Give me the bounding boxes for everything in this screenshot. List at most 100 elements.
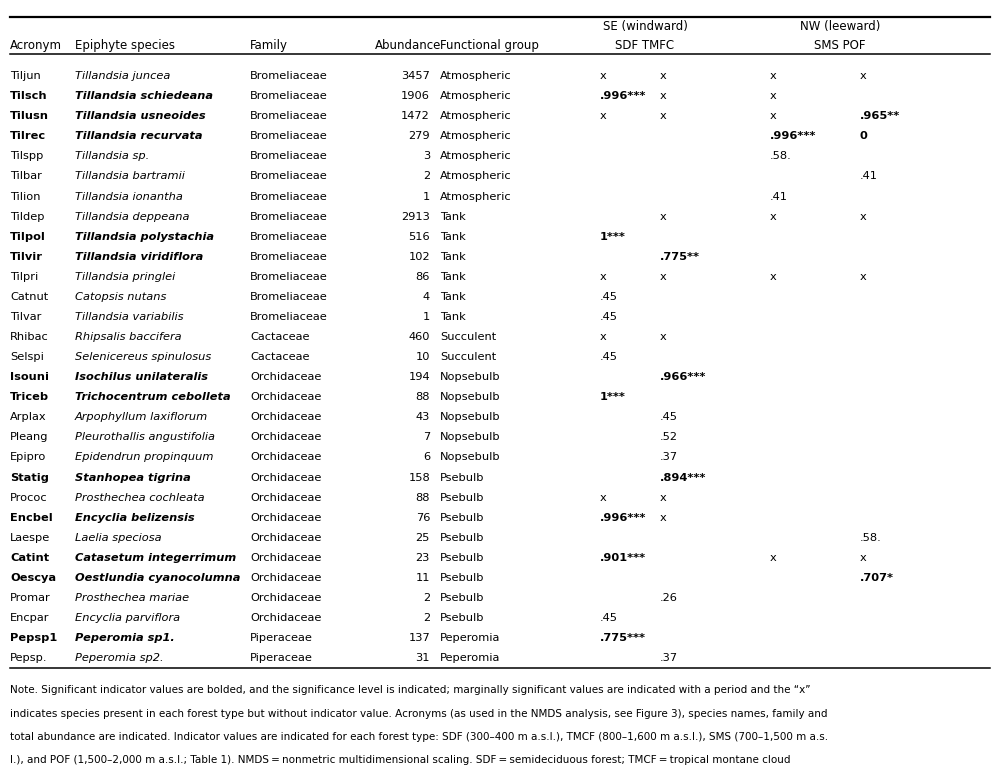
Text: Tillandsia variabilis: Tillandsia variabilis [75, 312, 184, 322]
Text: Succulent: Succulent [440, 352, 496, 362]
Text: x: x [770, 552, 777, 563]
Text: Tank: Tank [440, 292, 466, 302]
Text: Psebulb: Psebulb [440, 613, 484, 623]
Text: 6: 6 [423, 452, 430, 462]
Text: Triceb: Triceb [10, 392, 49, 402]
Text: Orchidaceae: Orchidaceae [250, 432, 321, 442]
Text: Bromeliaceae: Bromeliaceae [250, 131, 328, 141]
Text: 158: 158 [408, 472, 430, 483]
Text: Arpophyllum laxiflorum: Arpophyllum laxiflorum [75, 413, 208, 423]
Text: Catasetum integerrimum: Catasetum integerrimum [75, 552, 236, 563]
Text: Tilvar: Tilvar [10, 312, 41, 322]
Text: Tillandsia recurvata: Tillandsia recurvata [75, 131, 202, 141]
Text: .894***: .894*** [660, 472, 706, 483]
Text: .41: .41 [860, 172, 878, 182]
Text: Orchidaceae: Orchidaceae [250, 513, 321, 523]
Text: Stanhopea tigrina: Stanhopea tigrina [75, 472, 191, 483]
Text: total abundance are indicated. Indicator values are indicated for each forest ty: total abundance are indicated. Indicator… [10, 732, 828, 742]
Text: Atmospheric: Atmospheric [440, 131, 512, 141]
Text: Psebulb: Psebulb [440, 513, 484, 523]
Text: 76: 76 [416, 513, 430, 523]
Text: .45: .45 [600, 312, 618, 322]
Text: Orchidaceae: Orchidaceae [250, 552, 321, 563]
Text: Tillandsia polystachia: Tillandsia polystachia [75, 232, 214, 242]
Text: NW (leeward): NW (leeward) [800, 20, 880, 33]
Text: Tildep: Tildep [10, 211, 44, 221]
Text: Bromeliaceae: Bromeliaceae [250, 91, 328, 101]
Text: Tillandsia viridiflora: Tillandsia viridiflora [75, 252, 203, 262]
Text: x: x [600, 71, 607, 81]
Text: Encyclia belizensis: Encyclia belizensis [75, 513, 195, 523]
Text: Atmospheric: Atmospheric [440, 172, 512, 182]
Text: 43: 43 [416, 413, 430, 423]
Text: x: x [860, 552, 867, 563]
Text: Tilvir: Tilvir [10, 252, 43, 262]
Text: x: x [660, 91, 667, 101]
Text: indicates species present in each forest type but without indicator value. Acron: indicates species present in each forest… [10, 709, 828, 719]
Text: Tillandsia pringlei: Tillandsia pringlei [75, 272, 175, 282]
Text: Selspi: Selspi [10, 352, 44, 362]
Text: 194: 194 [408, 372, 430, 382]
Text: x: x [770, 211, 777, 221]
Text: Bromeliaceae: Bromeliaceae [250, 152, 328, 162]
Text: Rhibac: Rhibac [10, 332, 49, 342]
Text: Encbel: Encbel [10, 513, 53, 523]
Text: 279: 279 [408, 131, 430, 141]
Text: 88: 88 [416, 493, 430, 503]
Text: .45: .45 [600, 613, 618, 623]
Text: Tilrec: Tilrec [10, 131, 46, 141]
Text: Tilpol: Tilpol [10, 232, 46, 242]
Text: Nopsebulb: Nopsebulb [440, 413, 501, 423]
Text: x: x [860, 272, 867, 282]
Text: x: x [770, 111, 777, 121]
Text: Peperomia sp1.: Peperomia sp1. [75, 633, 175, 643]
Text: Bromeliaceae: Bromeliaceae [250, 71, 328, 81]
Text: Tilsch: Tilsch [10, 91, 48, 101]
Text: Cactaceae: Cactaceae [250, 332, 310, 342]
Text: Peperomia: Peperomia [440, 633, 500, 643]
Text: Orchidaceae: Orchidaceae [250, 573, 321, 583]
Text: x: x [660, 111, 667, 121]
Text: Laespe: Laespe [10, 533, 50, 543]
Text: 2913: 2913 [401, 211, 430, 221]
Text: .996***: .996*** [600, 513, 646, 523]
Text: Bromeliaceae: Bromeliaceae [250, 292, 328, 302]
Text: Catnut: Catnut [10, 292, 48, 302]
Text: Psebulb: Psebulb [440, 472, 484, 483]
Text: 7: 7 [423, 432, 430, 442]
Text: Tank: Tank [440, 232, 466, 242]
Text: Rhipsalis baccifera: Rhipsalis baccifera [75, 332, 182, 342]
Text: Orchidaceae: Orchidaceae [250, 472, 321, 483]
Text: SMS POF: SMS POF [814, 39, 866, 51]
Text: .996***: .996*** [770, 131, 816, 141]
Text: 86: 86 [416, 272, 430, 282]
Text: Encyclia parviflora: Encyclia parviflora [75, 613, 180, 623]
Text: .966***: .966*** [660, 372, 706, 382]
Text: Tilspp: Tilspp [10, 152, 43, 162]
Text: Nopsebulb: Nopsebulb [440, 452, 501, 462]
Text: Tilion: Tilion [10, 191, 40, 201]
Text: Orchidaceae: Orchidaceae [250, 493, 321, 503]
Text: Peperomia sp2.: Peperomia sp2. [75, 653, 164, 664]
Text: .26: .26 [660, 593, 678, 603]
Text: Encpar: Encpar [10, 613, 50, 623]
Text: 102: 102 [408, 252, 430, 262]
Text: .965**: .965** [860, 111, 900, 121]
Text: Isochilus unilateralis: Isochilus unilateralis [75, 372, 208, 382]
Text: 0: 0 [860, 131, 868, 141]
Text: Tillandsia deppeana: Tillandsia deppeana [75, 211, 190, 221]
Text: 1***: 1*** [600, 232, 626, 242]
Text: Bromeliaceae: Bromeliaceae [250, 252, 328, 262]
Text: Tillandsia sp.: Tillandsia sp. [75, 152, 149, 162]
Text: Tilusn: Tilusn [10, 111, 49, 121]
Text: x: x [770, 272, 777, 282]
Text: 516: 516 [408, 232, 430, 242]
Text: Oescya: Oescya [10, 573, 56, 583]
Text: Arplax: Arplax [10, 413, 47, 423]
Text: Orchidaceae: Orchidaceae [250, 533, 321, 543]
Text: Acronym: Acronym [10, 39, 62, 51]
Text: 3: 3 [423, 152, 430, 162]
Text: SE (windward): SE (windward) [603, 20, 687, 33]
Text: Tillandsia ionantha: Tillandsia ionantha [75, 191, 183, 201]
Text: .775***: .775*** [600, 633, 646, 643]
